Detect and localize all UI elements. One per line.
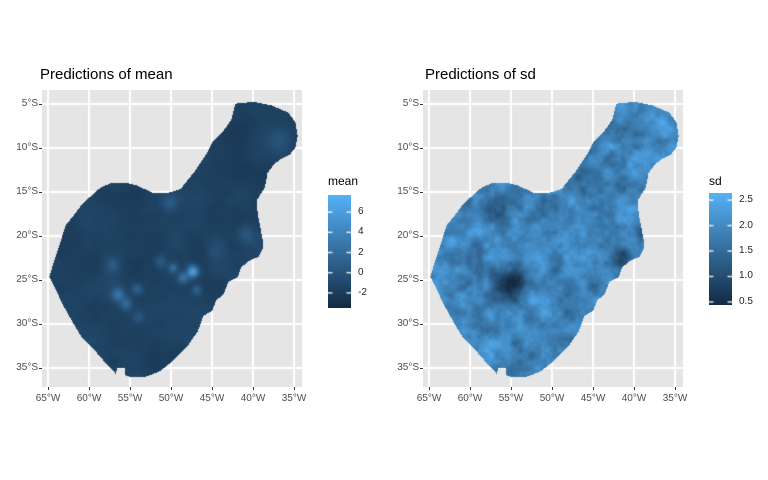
y-tick-label: 15°S [16,186,38,197]
sd-raster-map [423,90,683,387]
x-tick-label: 65°W [35,393,61,404]
y-tick [420,192,423,193]
legend-tick-label: 1.0 [739,270,753,282]
x-tick [429,387,430,390]
y-tick [420,236,423,237]
y-tick [420,280,423,281]
y-tick-label: 5°S [402,98,419,109]
x-tick [593,387,594,390]
x-tick-label: 35°W [281,393,307,404]
y-tick-label: 10°S [397,142,419,153]
y-tick [420,368,423,369]
x-tick [48,387,49,390]
y-tick [420,148,423,149]
legend-tick-label: 2.5 [739,194,753,206]
y-tick-label: 35°S [16,362,38,373]
y-tick-label: 5°S [21,98,38,109]
y-tick [420,324,423,325]
y-tick-label: 25°S [16,274,38,285]
x-tick [470,387,471,390]
y-tick-label: 35°S [397,362,419,373]
y-tick [420,104,423,105]
plot-title-sd: Predictions of sd [425,66,536,83]
x-tick-label: 40°W [240,393,266,404]
legend-tick-label: 2 [358,246,364,258]
legend-colorbar-mean [328,195,351,308]
legend-tick-label: 6 [358,206,364,218]
x-tick [130,387,131,390]
y-tick [39,104,42,105]
plot-title-mean: Predictions of mean [40,66,173,83]
legend-tick-label: 4 [358,226,364,238]
y-tick [39,280,42,281]
x-tick-label: 60°W [76,393,102,404]
x-tick [253,387,254,390]
legend-tick-label: 2.0 [739,219,753,231]
x-tick-label: 40°W [621,393,647,404]
x-tick [212,387,213,390]
y-tick-label: 30°S [397,318,419,329]
y-tick-label: 25°S [397,274,419,285]
y-tick-label: 15°S [397,186,419,197]
x-tick [171,387,172,390]
x-tick-label: 45°W [199,393,225,404]
y-tick [39,368,42,369]
y-tick-label: 10°S [16,142,38,153]
y-tick [39,192,42,193]
y-tick [39,236,42,237]
legend-title-mean: mean [328,174,359,188]
x-tick-label: 50°W [539,393,565,404]
y-tick-label: 20°S [16,230,38,241]
x-tick-label: 65°W [416,393,442,404]
legend-tick-label: 1.5 [739,245,753,257]
x-tick [675,387,676,390]
x-tick [294,387,295,390]
x-tick [634,387,635,390]
x-tick-label: 55°W [498,393,524,404]
y-tick-label: 30°S [16,318,38,329]
mean-raster-map [42,90,302,387]
x-tick-label: 35°W [662,393,688,404]
x-tick [89,387,90,390]
x-tick-label: 50°W [158,393,184,404]
legend-title-sd: sd [709,174,722,188]
x-tick-label: 55°W [117,393,143,404]
y-tick-label: 20°S [397,230,419,241]
x-tick [552,387,553,390]
legend-tick-label: 0.5 [739,295,753,307]
y-tick [39,148,42,149]
legend-tick-label: 0 [358,266,364,278]
legend-colorbar-sd [709,193,732,305]
legend-tick-label: -2 [358,286,367,298]
map-panel-mean [42,90,302,387]
map-panel-sd [423,90,683,387]
x-tick-label: 60°W [457,393,483,404]
x-tick-label: 45°W [580,393,606,404]
x-tick [511,387,512,390]
y-tick [39,324,42,325]
